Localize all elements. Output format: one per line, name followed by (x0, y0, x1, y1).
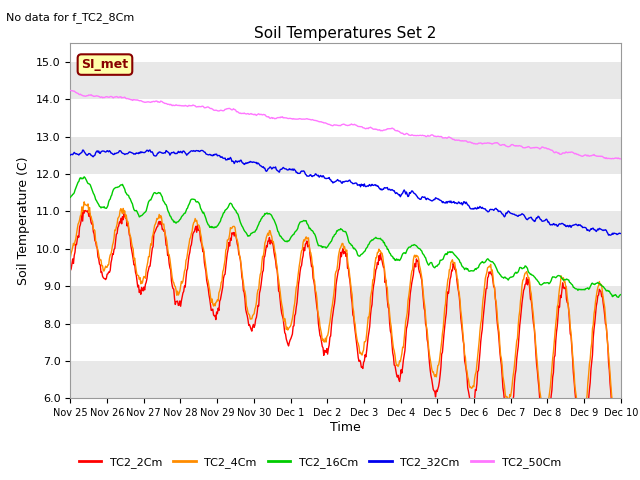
Text: SI_met: SI_met (81, 58, 129, 71)
Bar (70, 361, 621, 398)
Bar (70, 137, 621, 174)
Bar (70, 99, 621, 137)
Text: No data for f_TC2_8Cm: No data for f_TC2_8Cm (6, 12, 134, 23)
Title: Soil Temperatures Set 2: Soil Temperatures Set 2 (255, 25, 436, 41)
X-axis label: Time: Time (330, 421, 361, 434)
Bar (70, 174, 621, 212)
Y-axis label: Soil Temperature (C): Soil Temperature (C) (17, 156, 30, 285)
Bar (70, 249, 621, 286)
Legend: TC2_2Cm, TC2_4Cm, TC2_16Cm, TC2_32Cm, TC2_50Cm: TC2_2Cm, TC2_4Cm, TC2_16Cm, TC2_32Cm, TC… (74, 452, 566, 472)
Bar (70, 212, 621, 249)
Bar (70, 286, 621, 324)
Bar (70, 324, 621, 361)
Bar (70, 62, 621, 99)
